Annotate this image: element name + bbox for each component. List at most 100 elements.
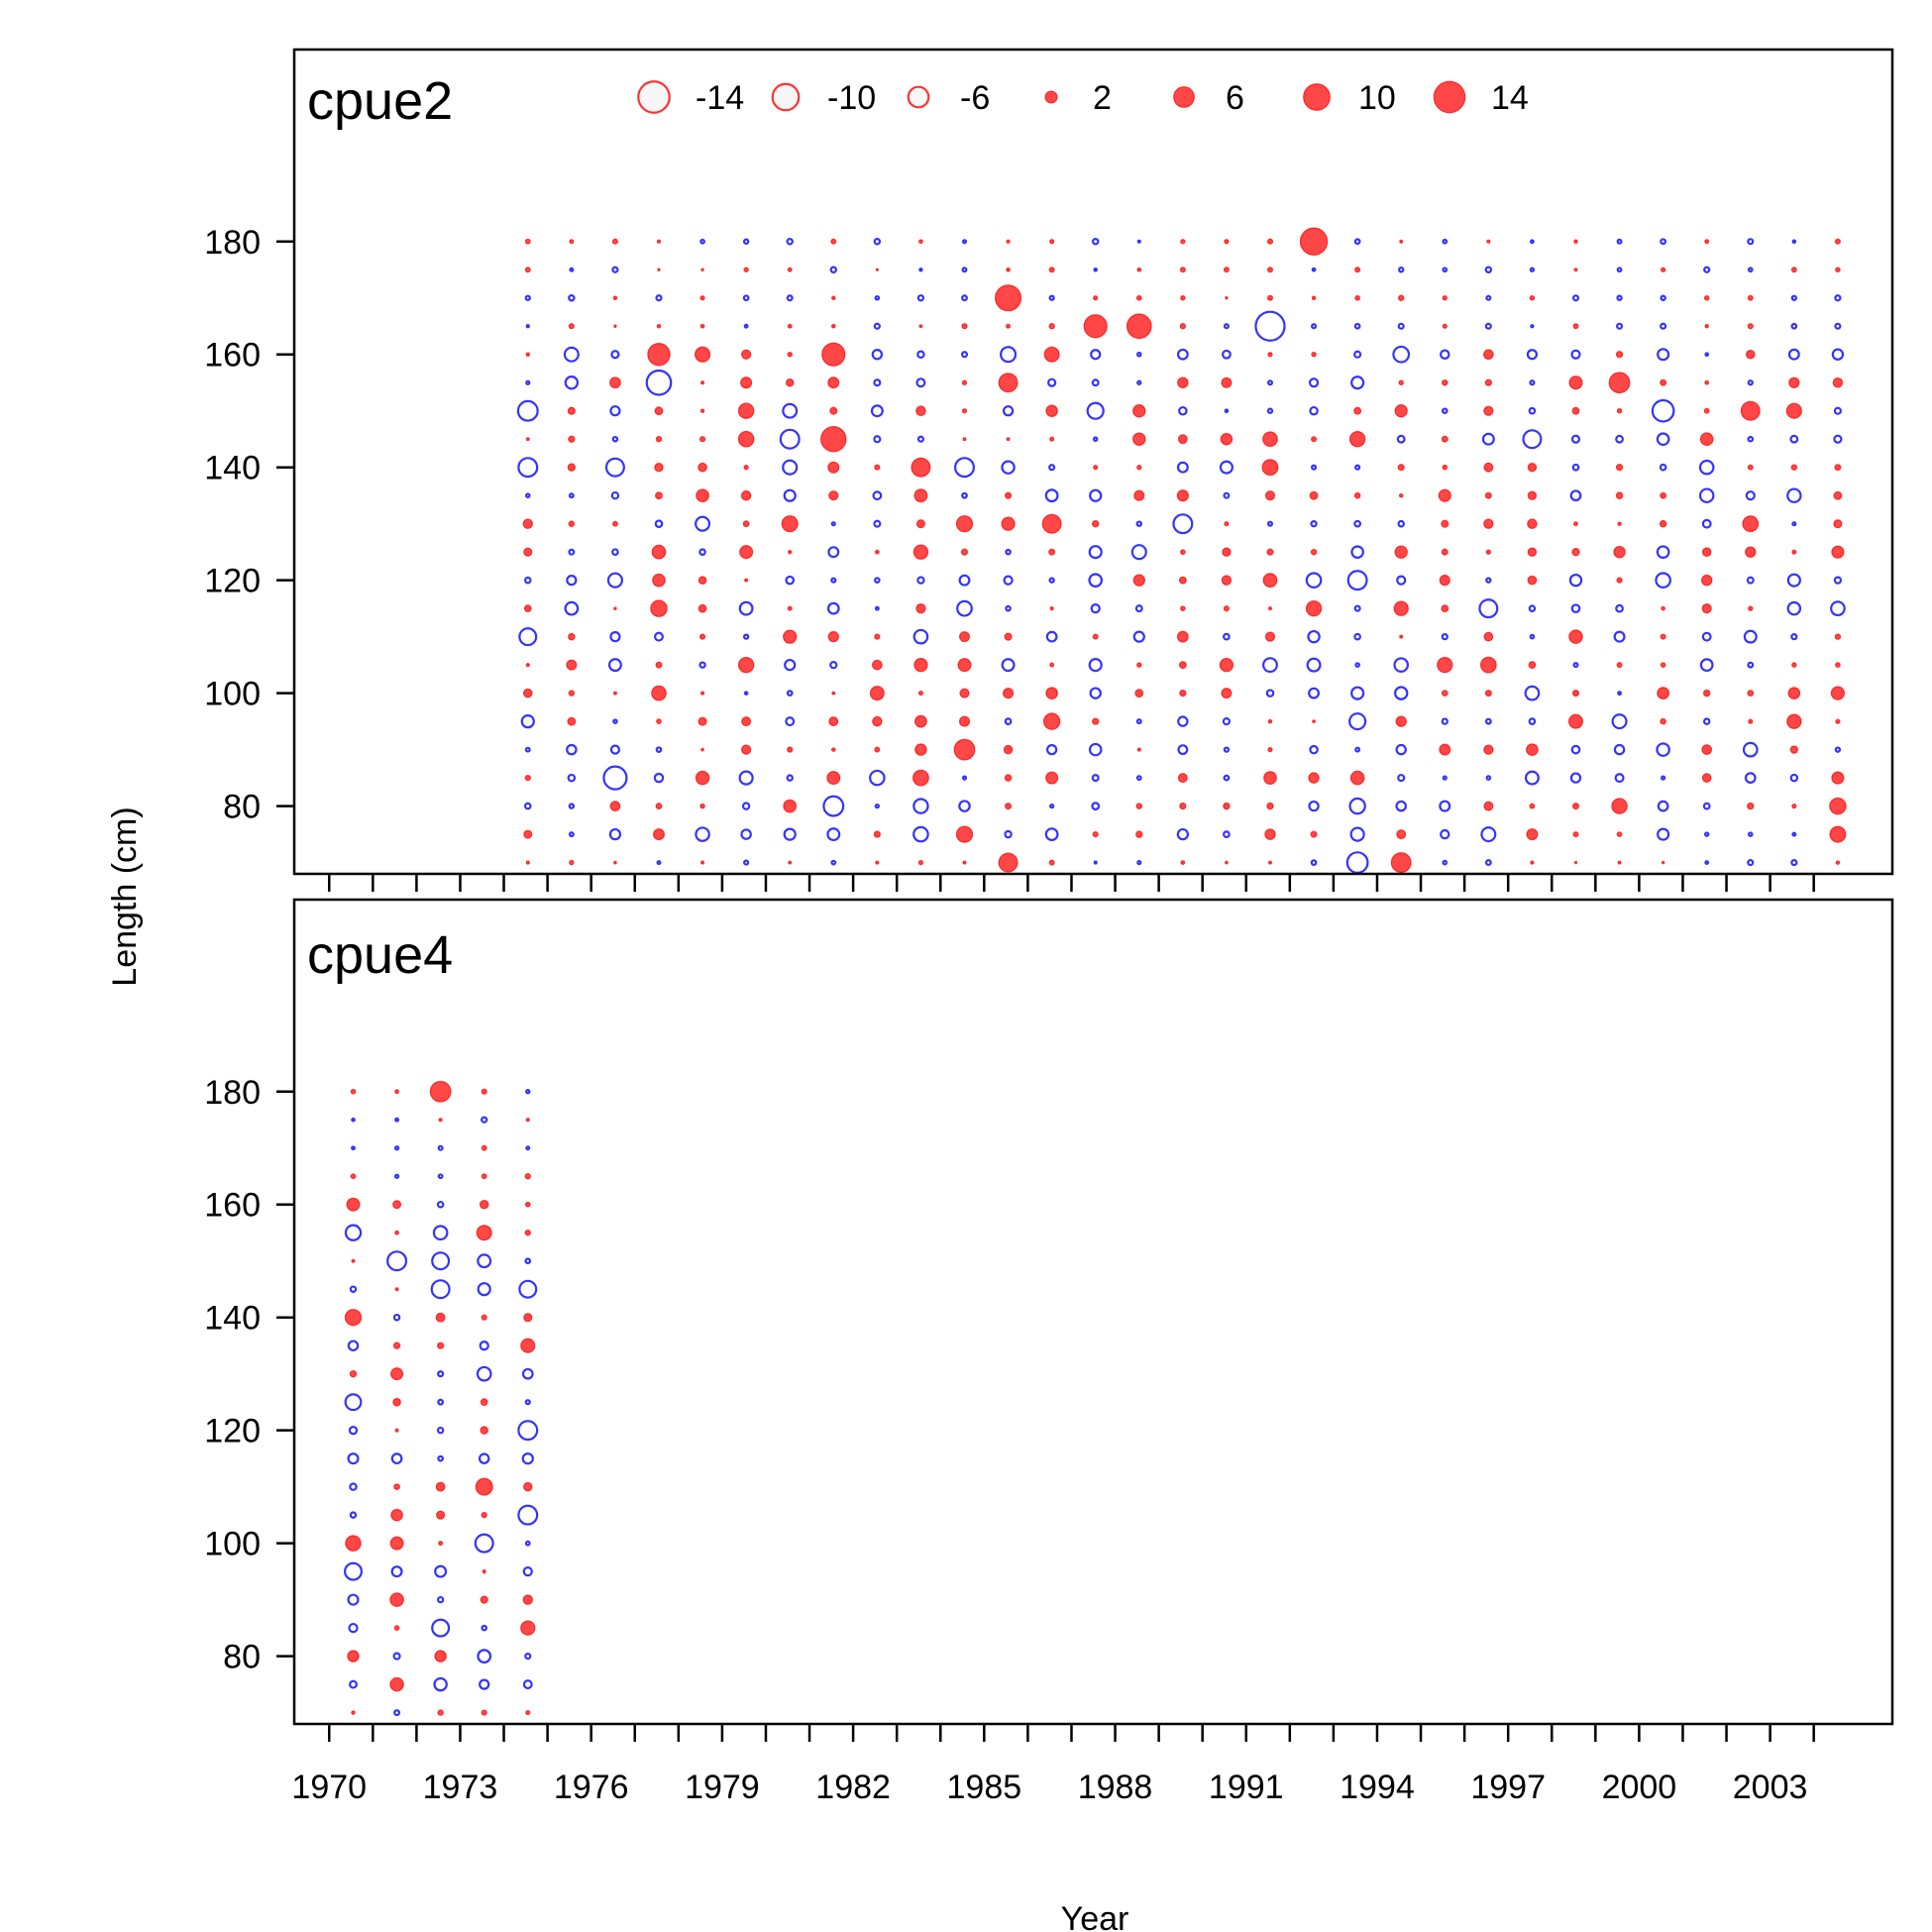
bubble [1350, 686, 1365, 700]
bubble [1221, 376, 1233, 388]
bubble [1615, 491, 1624, 499]
bubble [918, 239, 923, 245]
bubble [1310, 548, 1318, 556]
bubble [873, 830, 881, 838]
bubble [1261, 459, 1279, 477]
bubble [1395, 743, 1407, 756]
bubble [344, 1309, 363, 1327]
bubble [567, 716, 577, 726]
bubble [476, 1225, 492, 1241]
bubble [821, 342, 846, 367]
bubble [524, 1201, 531, 1208]
bubble [1266, 548, 1274, 556]
bubble [1044, 488, 1059, 503]
bubble [1615, 464, 1624, 472]
bubble [1045, 687, 1058, 699]
bubble [826, 601, 840, 615]
bubble [1484, 717, 1492, 725]
bubble [1698, 487, 1715, 503]
bubble [1701, 603, 1712, 614]
bubble [1615, 351, 1624, 359]
bubble [432, 1225, 449, 1241]
bubble [1310, 464, 1318, 471]
bubble [347, 1340, 360, 1351]
bubble [1527, 463, 1538, 473]
bubble [1742, 515, 1760, 533]
bubble [1483, 405, 1494, 416]
bubble [1441, 633, 1449, 641]
bubble [826, 771, 841, 786]
bubble [350, 1173, 357, 1180]
bubble [998, 852, 1019, 873]
legend-label: 6 [1226, 79, 1244, 117]
bubble [518, 1279, 538, 1299]
bubble [698, 633, 706, 640]
bubble [1001, 460, 1016, 475]
bubble [953, 457, 975, 479]
bubble [912, 825, 929, 843]
bubble [611, 548, 619, 557]
bubble [1788, 376, 1800, 388]
bubble [656, 239, 662, 244]
bubble [524, 1540, 531, 1547]
bubble [1045, 404, 1058, 417]
bubble [1786, 600, 1802, 616]
bubble [1311, 295, 1317, 301]
bubble [438, 1541, 444, 1547]
bubble [1830, 600, 1846, 617]
bubble [1309, 490, 1319, 500]
bubble [699, 408, 705, 413]
legend-label: 14 [1491, 79, 1529, 117]
bubble [1267, 860, 1273, 865]
bubble [742, 238, 750, 245]
bubble [1442, 407, 1449, 414]
bubble [1223, 802, 1231, 810]
bubble [436, 1426, 445, 1435]
bubble [431, 1251, 451, 1271]
bubble [781, 515, 799, 533]
bubble [1136, 859, 1142, 866]
bubble [1398, 379, 1404, 385]
panel-frame-cpue4 [292, 898, 1894, 1726]
bubble [1660, 294, 1666, 301]
bubble [1790, 633, 1798, 641]
bubble [1353, 491, 1361, 499]
bubble [1348, 797, 1366, 815]
bubble [737, 402, 755, 419]
bubble [1135, 830, 1143, 838]
bubble [522, 1594, 534, 1605]
bubble [699, 295, 705, 301]
bubble [827, 461, 840, 474]
bubble [1529, 633, 1536, 640]
bubble [1830, 686, 1846, 700]
bubble [1135, 520, 1143, 527]
bubble [392, 1652, 401, 1661]
bubble [962, 860, 967, 865]
bubble [1790, 859, 1798, 867]
bubble [650, 599, 668, 617]
bubble [1001, 658, 1016, 673]
bubble [1441, 690, 1449, 698]
bubble [656, 860, 662, 866]
bubble [1004, 717, 1013, 726]
bubble [1703, 831, 1710, 837]
bubble [955, 515, 974, 533]
legend: -14 -10 -6 2 6 10 14 [637, 79, 1529, 117]
bubble [830, 859, 837, 866]
bubble [1397, 322, 1405, 330]
bubble [525, 352, 531, 357]
legend-bubble [637, 80, 671, 114]
bubble [1310, 520, 1318, 528]
bubble [1221, 688, 1233, 699]
bubble [1088, 658, 1103, 673]
bubble [787, 605, 793, 611]
bubble [1661, 267, 1666, 272]
bubble [1006, 437, 1011, 442]
bubble [739, 545, 754, 560]
bubble [698, 716, 707, 726]
bubble [1528, 604, 1537, 612]
bubble [1086, 401, 1105, 420]
bubble [1790, 267, 1797, 273]
bubble [698, 436, 706, 443]
bubble [653, 772, 665, 784]
